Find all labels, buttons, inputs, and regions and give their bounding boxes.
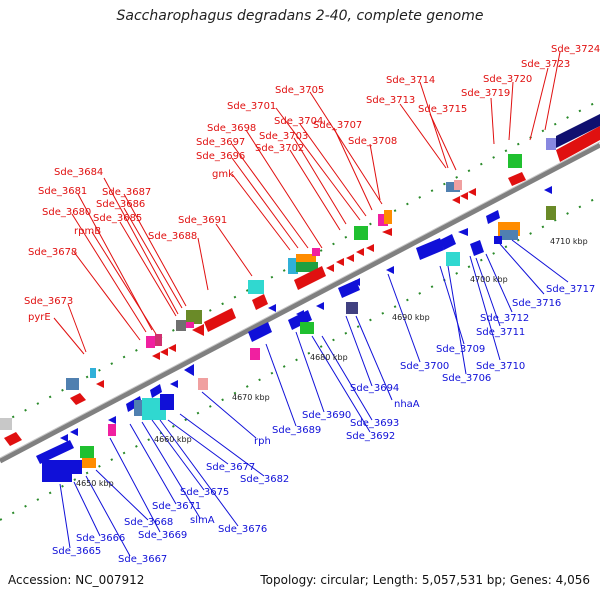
gene-label: Sde_3685 [93,213,142,224]
gene-label: slmA [190,515,215,526]
gene-label: Sde_3705 [275,85,324,96]
bottom-gene-labels: Sde_3717 Sde_3716 Sde_3712 Sde_3711 Sde_… [52,284,595,565]
gene-label: Sde_3677 [206,462,255,473]
gene-label: Sde_3715 [418,104,467,115]
gene-label: Sde_3692 [346,431,395,442]
gene-label: Sde_3719 [461,88,510,99]
gene-label: Sde_3714 [386,75,435,86]
gene-label: Sde_3712 [480,313,529,324]
gene-label: Sde_3701 [227,101,276,112]
gene-label: Sde_3698 [207,123,256,134]
gene-label: Sde_3675 [180,487,229,498]
gene-label: Sde_3707 [313,120,362,131]
genome-backbone [0,141,600,464]
gene-label: Sde_3680 [42,207,91,218]
gene-label: Sde_3667 [118,554,167,565]
ruler-label: 4710 kbp [550,237,588,246]
gene-label: Sde_3704 [274,116,323,127]
gene-label: Sde_3673 [24,296,73,307]
ruler-labels: 4650 kbp 4660 kbp 4670 kbp 4680 kbp 4690… [76,237,588,488]
gene-label: Sde_3689 [272,425,321,436]
ruler-label: 4680 kbp [310,353,348,362]
gene-label: Sde_3666 [76,533,125,544]
gene-label: gmk [212,169,234,180]
ruler-label: 4690 kbp [392,313,430,322]
upper-track-ticks [0,99,600,425]
gene-label: Sde_3708 [348,136,397,147]
accession-text: Accession: NC_007912 [8,573,145,587]
gene-label: Sde_3720 [483,74,532,85]
gene-label: Sde_3696 [196,151,245,162]
gene-label: Sde_3716 [512,298,561,309]
gene-label: Sde_3709 [436,344,485,355]
gene-label: Sde_3710 [476,361,525,372]
gene-label: Sde_3717 [546,284,595,295]
top-gene-labels: Sde_3724 Sde_3723 Sde_3720 Sde_3719 Sde_… [24,44,600,323]
gene-label: Sde_3669 [138,530,187,541]
genome-summary-text: Topology: circular; Length: 5,057,531 bp… [260,573,590,587]
gene-label: Sde_3700 [400,361,449,372]
bottom-strand-genes [36,186,556,482]
gene-label: rph [254,436,271,447]
gene-label: Sde_3713 [366,95,415,106]
gene-label: Sde_3687 [102,187,151,198]
gene-label: Sde_3702 [255,143,304,154]
gene-label: Sde_3691 [178,215,227,226]
ruler-label: 4660 kbp [154,435,192,444]
gene-label: Sde_3711 [476,327,525,338]
gene-label: Sde_3676 [218,524,267,535]
gene-label: pyrE [28,312,51,323]
gene-label: Sde_3694 [350,383,399,394]
gene-label: Sde_3697 [196,137,245,148]
bottom-label-leaders [59,239,569,557]
gene-label: Sde_3723 [521,59,570,70]
gene-label: Sde_3682 [240,474,289,485]
gene-label: Sde_3665 [52,546,101,557]
top-strand-genes [0,114,600,446]
gene-label: nhaA [394,399,420,410]
ruler-label: 4700 kbp [470,275,508,284]
gene-label: Sde_3678 [28,247,77,258]
gene-label: Sde_3693 [350,418,399,429]
gene-label: Sde_3668 [124,517,173,528]
lower-track-ticks [0,195,600,521]
gene-label: Sde_3671 [152,501,201,512]
ruler-label: 4670 kbp [232,393,270,402]
gene-label: Sde_3681 [38,186,87,197]
ruler-label: 4650 kbp [76,479,114,488]
gene-label: Sde_3684 [54,167,103,178]
page-title: Saccharophagus degradans 2-40, complete … [116,8,484,24]
gene-label: Sde_3706 [442,373,491,384]
top-label-leaders [53,51,561,355]
gene-label: rpmB [74,226,101,237]
gene-label: Sde_3688 [148,231,197,242]
gene-label: Sde_3686 [96,199,145,210]
gene-label: Sde_3690 [302,410,351,421]
gene-label: Sde_3724 [551,44,600,55]
gene-label: Sde_3703 [259,131,308,142]
